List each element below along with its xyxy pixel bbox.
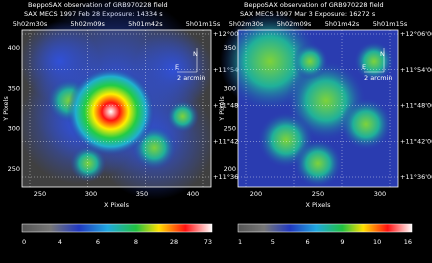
y-tick-label: 250: [8, 165, 20, 173]
colorbar-label: 10: [373, 238, 381, 246]
east-label: E: [175, 63, 179, 71]
dec-label: +11°36'00": [400, 173, 432, 181]
map-frame: [237, 29, 399, 188]
ra-label: 5h01m42s: [325, 20, 360, 28]
north-label: N: [380, 50, 385, 58]
y-tick-label: 350: [224, 44, 236, 52]
panel-title: BeppoSAX observation of GRB970228 field: [244, 1, 384, 9]
colorbar: [21, 223, 213, 233]
colorbar-label: 0: [22, 238, 26, 246]
y-axis-label: Y Pixels: [2, 96, 10, 122]
x-tick-label: 250: [312, 190, 324, 198]
y-tick-label: 250: [224, 125, 236, 133]
y-tick-label: 300: [224, 84, 236, 92]
ra-label: 5h02m30s: [13, 20, 48, 28]
colorbar: [237, 223, 413, 233]
panel-subtitle: SAX MECS 1997 Mar 3 Exposure: 16272 s: [240, 10, 376, 18]
colorbar-label: 5: [271, 238, 275, 246]
colorbar-label: 16: [404, 238, 412, 246]
dec-label: +11°48'00": [400, 102, 432, 110]
x-axis-label: X Pixels: [306, 201, 332, 209]
intensity-blob: [340, 98, 392, 151]
intensity-map: [18, 0, 215, 200]
ra-label: 5h01m15s: [186, 20, 221, 28]
colorbar-label: 6: [306, 238, 310, 246]
y-axis-label: Y Pixels: [218, 96, 226, 122]
dec-label: +12°06'00": [400, 30, 432, 38]
dec-label: +11°36'00": [213, 173, 251, 181]
dec-label: +11°54'00": [400, 66, 432, 74]
x-tick-label: 350: [136, 190, 148, 198]
intensity-blob: [70, 145, 107, 182]
ra-label: 5h02m09s: [70, 20, 105, 28]
intensity-map: [220, 11, 398, 188]
colorbar-label: 73: [204, 238, 212, 246]
dec-label: +11°42'00": [400, 137, 432, 145]
y-tick-label: 350: [8, 84, 20, 92]
intensity-blob: [294, 139, 342, 188]
colorbar-label: 9: [340, 238, 344, 246]
colorbar-label: 6: [96, 238, 100, 246]
y-tick-label: 300: [8, 125, 20, 133]
intensity-blob: [166, 100, 199, 133]
colorbar-label: 4: [58, 238, 62, 246]
map-frame: [21, 29, 212, 188]
x-tick-label: 250: [34, 190, 46, 198]
ra-label: 5h01m15s: [373, 20, 408, 28]
x-tick-label: 300: [374, 190, 386, 198]
intensity-blob: [66, 67, 155, 156]
dec-label: +11°48'00": [213, 102, 251, 110]
x-tick-label: 400: [187, 190, 199, 198]
ra-label: 5h02m30s: [229, 20, 264, 28]
ra-label: 5h01m42s: [128, 20, 163, 28]
ra-label: 5h02m09s: [277, 20, 312, 28]
scale-label: 2 arcmin: [177, 74, 206, 82]
dec-label: +11°42'00": [213, 137, 251, 145]
x-tick-label: 300: [85, 190, 97, 198]
x-tick-label: 200: [250, 190, 262, 198]
intensity-blob: [133, 29, 214, 110]
east-label: E: [362, 63, 366, 71]
colorbar-label: 1: [238, 238, 242, 246]
y-tick-label: 400: [8, 44, 20, 52]
x-axis-label: X Pixels: [104, 201, 130, 209]
colorbar-label: 8: [134, 238, 138, 246]
intensity-blob: [292, 43, 328, 80]
y-tick-label: 200: [224, 165, 236, 173]
north-label: N: [193, 50, 198, 58]
scale-label: 2 arcmin: [364, 74, 393, 82]
colorbar-label: 28: [170, 238, 178, 246]
